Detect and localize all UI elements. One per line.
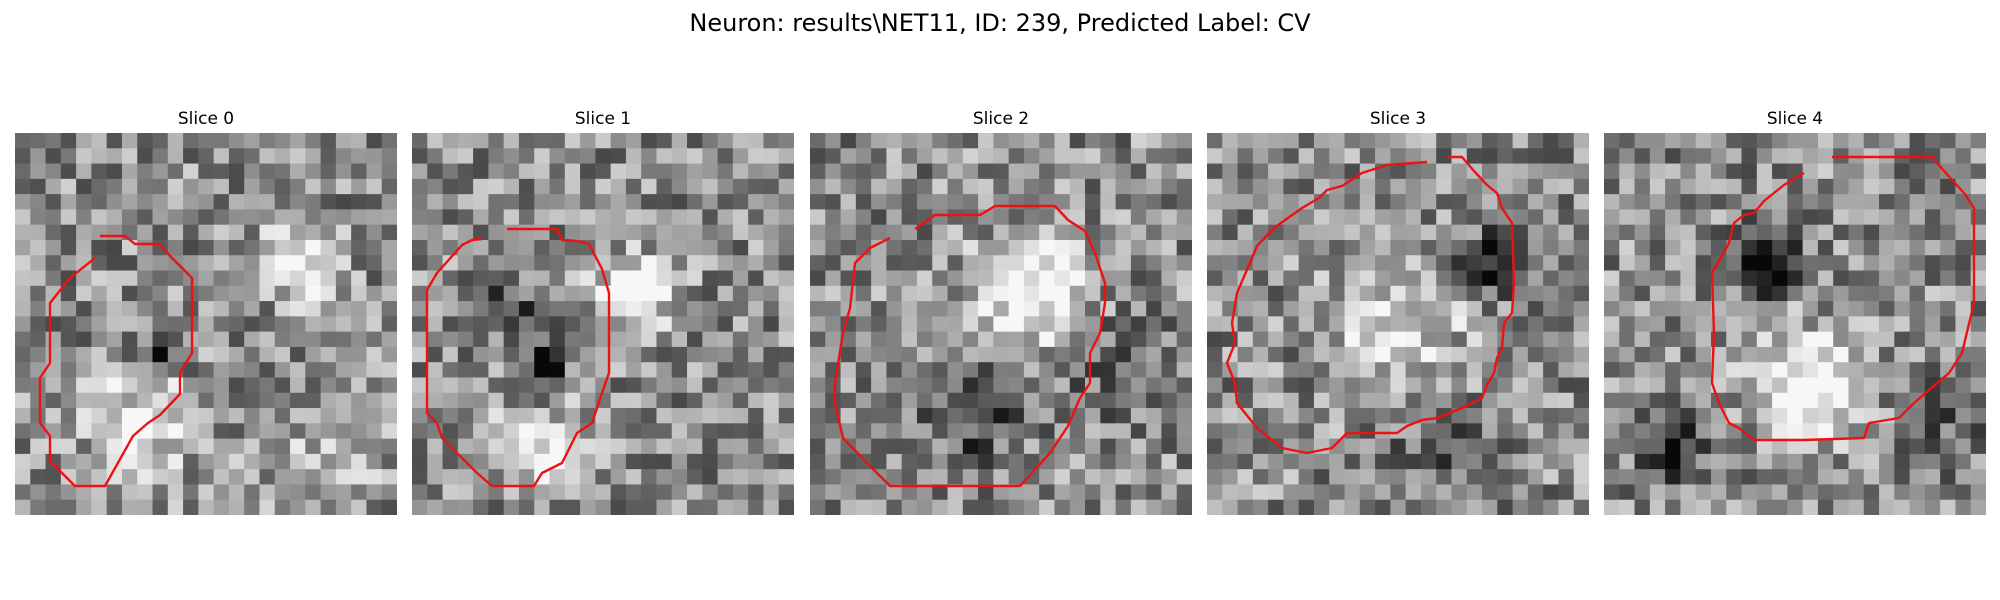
pixel-grid-4 (1604, 133, 1986, 515)
slice-image-1 (412, 133, 794, 515)
slice-title-1: Slice 1 (574, 109, 632, 129)
pixel-grid-2 (810, 133, 1192, 515)
roi-contour-3 (1225, 155, 1516, 455)
roi-contour-1 (425, 227, 611, 488)
slice-image-4 (1604, 133, 1986, 515)
slice-title-0: Slice 0 (177, 109, 235, 129)
roi-contour-4 (1710, 155, 1976, 442)
roi-contour-0 (38, 234, 194, 488)
slice-title-3: Slice 3 (1369, 109, 1427, 129)
figure-title: Neuron: results\NET11, ID: 239, Predicte… (689, 9, 1311, 37)
slice-title-2: Slice 2 (972, 109, 1030, 129)
slice-image-3 (1207, 133, 1589, 515)
slice-title-4: Slice 4 (1766, 109, 1824, 129)
pixel-grid-0 (15, 133, 397, 515)
slice-panel-1: Slice 1 (412, 108, 794, 515)
slice-image-0 (15, 133, 397, 515)
slice-panel-2: Slice 2 (810, 108, 1192, 515)
slice-panel-4: Slice 4 (1604, 108, 1986, 515)
roi-contour-2 (833, 204, 1107, 488)
slice-panel-3: Slice 3 (1207, 108, 1589, 515)
pixel-grid-1 (412, 133, 794, 515)
pixel-grid-3 (1207, 133, 1589, 515)
slice-panel-0: Slice 0 (15, 108, 397, 515)
slice-image-2 (810, 133, 1192, 515)
